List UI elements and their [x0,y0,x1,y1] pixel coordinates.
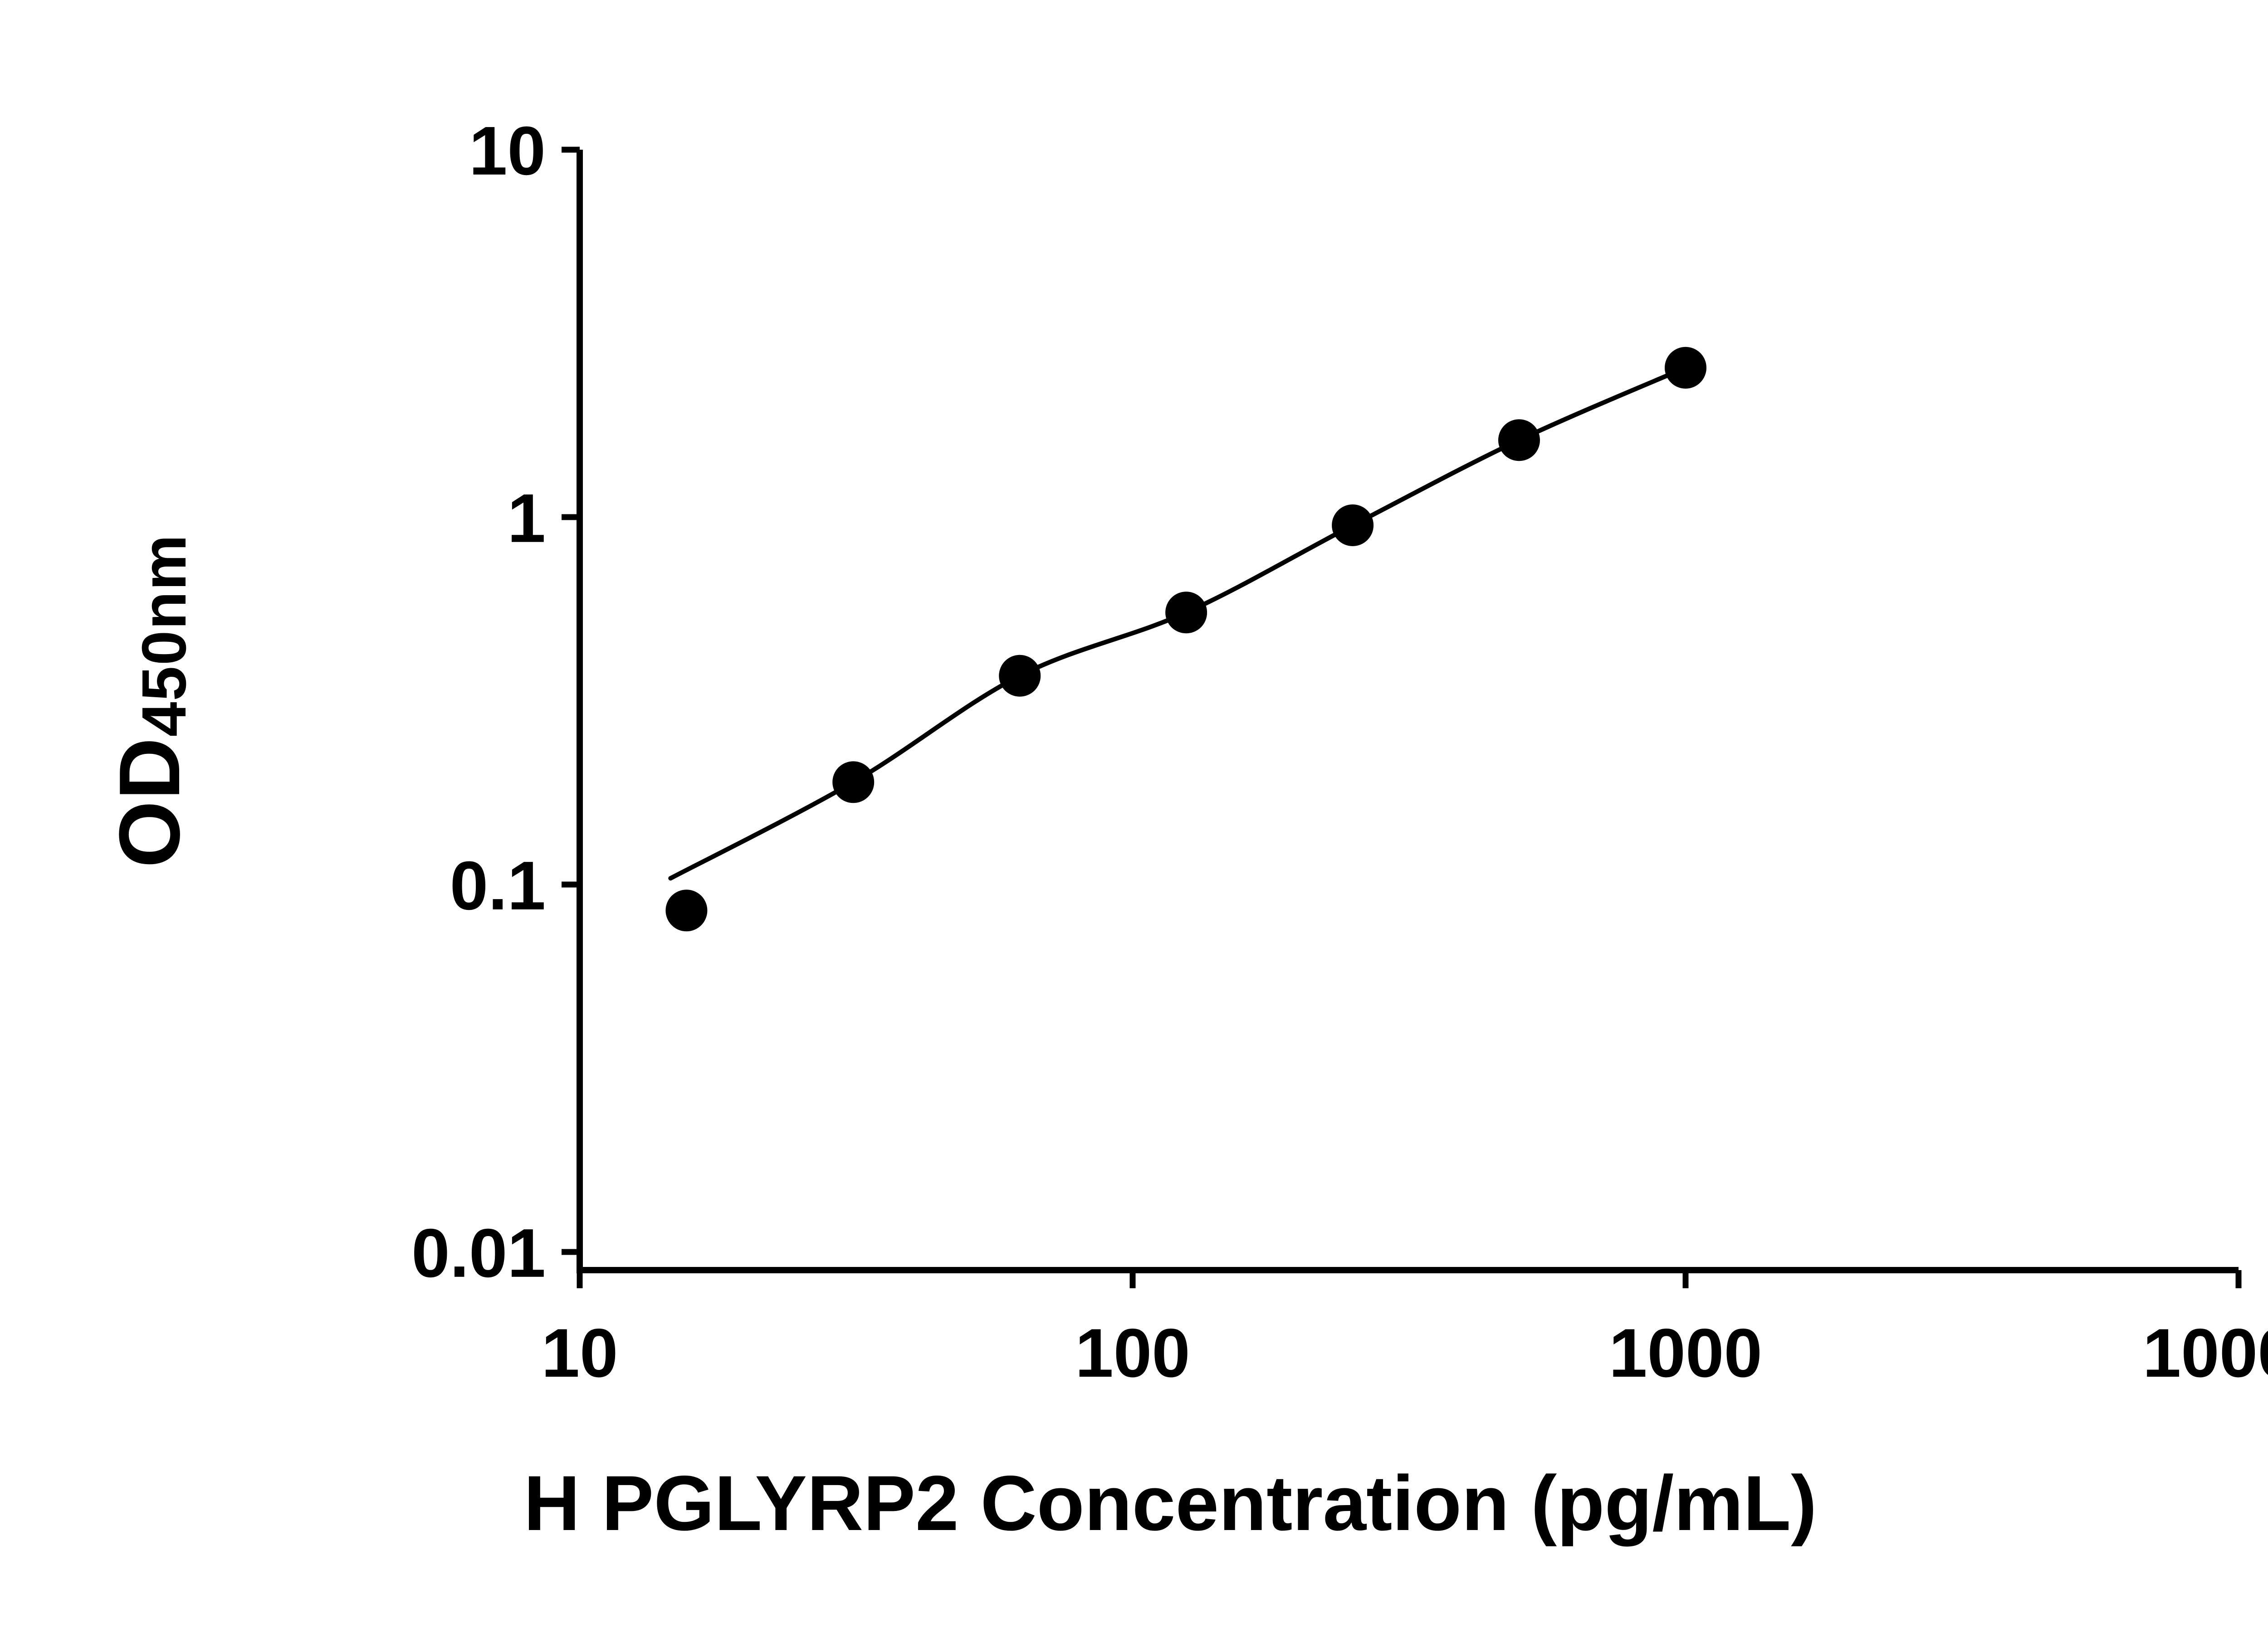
data-point-marker [1332,504,1374,546]
axis-spines [577,150,2239,1273]
x-axis-title: H PGLYRP2 Concentration (pg/mL) [523,1460,1817,1547]
data-point-marker [832,761,875,803]
data-point-marker [1665,347,1706,389]
data-point-marker [999,655,1041,697]
y-tick-label: 0.01 [411,1215,546,1292]
y-tick-label: 0.1 [450,847,546,924]
x-tick-label: 1000 [1609,1315,1762,1392]
y-tick-label: 1 [507,480,546,557]
x-tick-label: 10000 [2143,1315,2268,1392]
data-point-marker [665,890,708,932]
x-tick-label: 10 [541,1315,618,1392]
y-tick-label: 10 [469,112,546,190]
y-axis-title-subscript: 450nm [129,533,199,737]
data-point-marker [1165,592,1207,634]
y-axis-title: OD450nm [100,534,199,868]
data-point-marker [1498,419,1540,461]
x-tick-label: 100 [1075,1315,1190,1392]
y-axis-title-main: OD [102,737,198,868]
